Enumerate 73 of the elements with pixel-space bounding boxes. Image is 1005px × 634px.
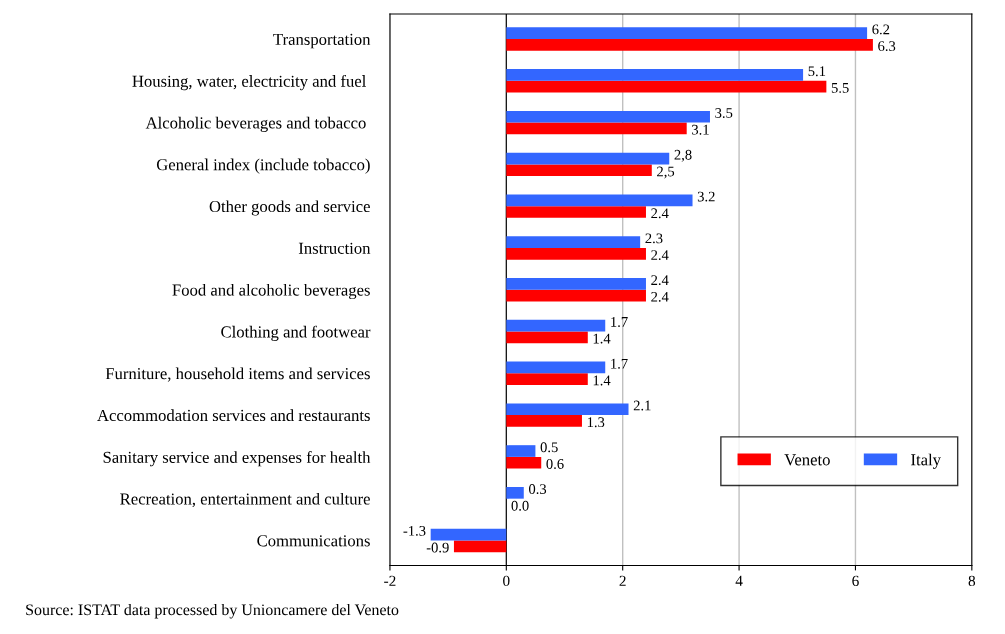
data-label: 3.5 (715, 108, 733, 118)
bar (506, 194, 693, 207)
data-label: 1.4 (593, 333, 611, 344)
data-label: -0.9 (426, 542, 449, 553)
data-label: 0.3 (528, 484, 547, 495)
y-tick-label: Transportation (273, 33, 371, 49)
data-label: 6.3 (878, 41, 896, 52)
x-tick-label: 4 (735, 575, 743, 586)
data-label: 1.7 (611, 317, 628, 327)
bar (506, 39, 873, 51)
y-tick-label: Other goods and service (209, 200, 370, 216)
y-tick-label: Food and alcoholic beverages (172, 283, 370, 300)
legend-label: Italy (911, 453, 941, 469)
y-tick-label: General index (include tobacco) (156, 158, 370, 174)
x-tick-label: 0 (503, 575, 510, 586)
bar (506, 445, 536, 457)
bar (506, 80, 827, 93)
bar (506, 69, 804, 81)
x-tick-label: 6 (852, 575, 859, 586)
data-label: 0.5 (540, 442, 558, 453)
data-label: 0.0 (511, 500, 529, 511)
bar (506, 206, 646, 218)
data-label: 5.1 (808, 66, 826, 77)
data-label: 3.1 (692, 124, 709, 135)
bar (506, 122, 687, 135)
x-tick-label: -2 (384, 575, 396, 586)
y-tick-label: Sanitary service and expenses for health (103, 451, 371, 467)
legend-label: Veneto (784, 454, 830, 466)
data-label: 2.3 (645, 233, 663, 244)
data-label: 1.3 (587, 417, 605, 428)
data-label: 2,8 (674, 149, 692, 162)
bar (506, 361, 606, 374)
data-label: -1.3 (403, 525, 426, 536)
bar (506, 236, 641, 248)
data-label: 5.5 (831, 83, 849, 93)
x-tick-label: 2 (619, 575, 626, 586)
bar (506, 164, 652, 177)
bar (506, 289, 646, 302)
bar (506, 456, 542, 469)
data-label: 2,5 (657, 166, 675, 179)
data-label: 2.4 (651, 250, 669, 261)
data-label: 2.1 (633, 400, 651, 411)
y-tick-label: Instruction (298, 242, 371, 254)
y-tick-label: Recreation, entertainment and culture (120, 492, 370, 508)
bar (430, 528, 507, 541)
x-tick-label: 8 (968, 575, 976, 586)
bar (506, 278, 646, 290)
bar (506, 27, 868, 40)
bar (506, 415, 582, 427)
bar (506, 319, 606, 332)
y-tick-label: Housing, water, electricity and fuel (132, 74, 366, 91)
bar (506, 110, 710, 123)
data-label: 3.2 (697, 191, 715, 202)
data-label: 6.2 (872, 24, 890, 35)
bar (506, 486, 524, 499)
y-tick-label: Clothing and footwear (221, 325, 371, 341)
y-tick-label: Alcoholic beverages and tobacco (145, 116, 366, 132)
y-tick-label: Accommodation services and restaurants (97, 409, 370, 422)
y-tick-label: Furniture, household items and services (105, 367, 370, 382)
data-label: 2.4 (651, 208, 669, 219)
bar (506, 373, 588, 386)
bar (506, 403, 629, 416)
bar (506, 247, 646, 260)
bar (506, 331, 588, 344)
bar (506, 152, 670, 165)
data-label: 2.4 (651, 275, 669, 286)
bar (453, 540, 507, 553)
data-label: 2.4 (651, 291, 669, 302)
data-label: 1.7 (611, 358, 628, 369)
y-tick-label: Communications (257, 535, 370, 547)
data-label: 0.6 (546, 459, 564, 469)
source-note: Source: ISTAT data processed by Unioncamere del Veneto (26, 603, 399, 619)
data-label: 1.4 (593, 375, 611, 386)
